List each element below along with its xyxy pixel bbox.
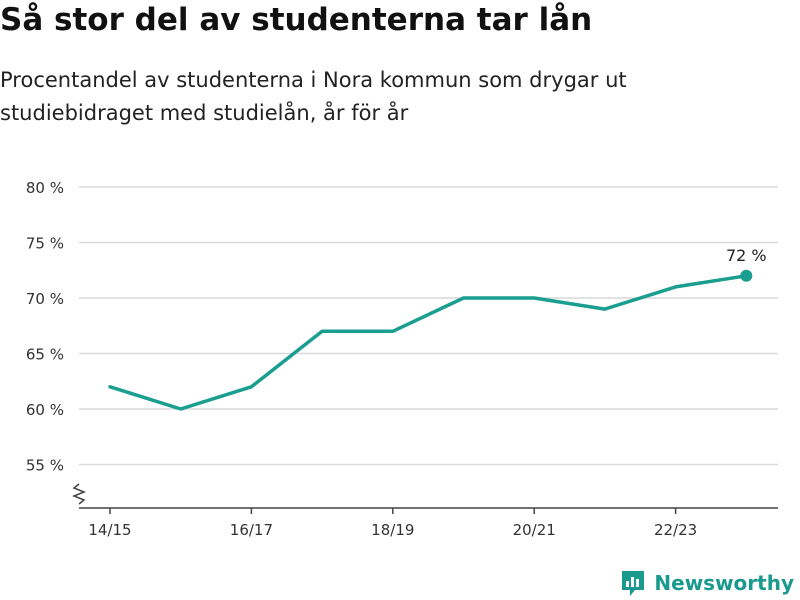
x-tick-label: 16/17 bbox=[230, 521, 273, 539]
y-tick-label: 80 % bbox=[26, 179, 64, 197]
y-tick-label: 55 % bbox=[26, 457, 64, 475]
chart-subtitle: Procentandel av studenterna i Nora kommu… bbox=[0, 64, 790, 130]
brand-logo: Newsworthy bbox=[620, 568, 794, 598]
newsworthy-logo-icon bbox=[622, 571, 645, 596]
x-tick-label: 22/23 bbox=[654, 521, 697, 539]
y-tick-label: 60 % bbox=[26, 401, 64, 419]
y-axis-break-marker bbox=[71, 483, 87, 505]
brand-name: Newsworthy bbox=[654, 571, 794, 595]
y-tick-label: 75 % bbox=[26, 235, 64, 253]
chart-subtitle-line-2: studiebidraget med studielån, år för år bbox=[0, 101, 409, 125]
series-end-point bbox=[740, 269, 753, 282]
x-tick-label: 20/21 bbox=[513, 521, 556, 539]
y-tick-label: 70 % bbox=[26, 290, 64, 308]
chart-title: Så stor del av studenterna tar lån bbox=[0, 2, 593, 38]
series-line bbox=[108, 274, 749, 411]
x-tick-label: 18/19 bbox=[371, 521, 414, 539]
x-tick-label: 14/15 bbox=[88, 521, 131, 539]
y-tick-label: 65 % bbox=[26, 346, 64, 364]
end-value-label: 72 % bbox=[726, 246, 767, 265]
chart-subtitle-line-1: Procentandel av studenterna i Nora kommu… bbox=[0, 68, 627, 92]
